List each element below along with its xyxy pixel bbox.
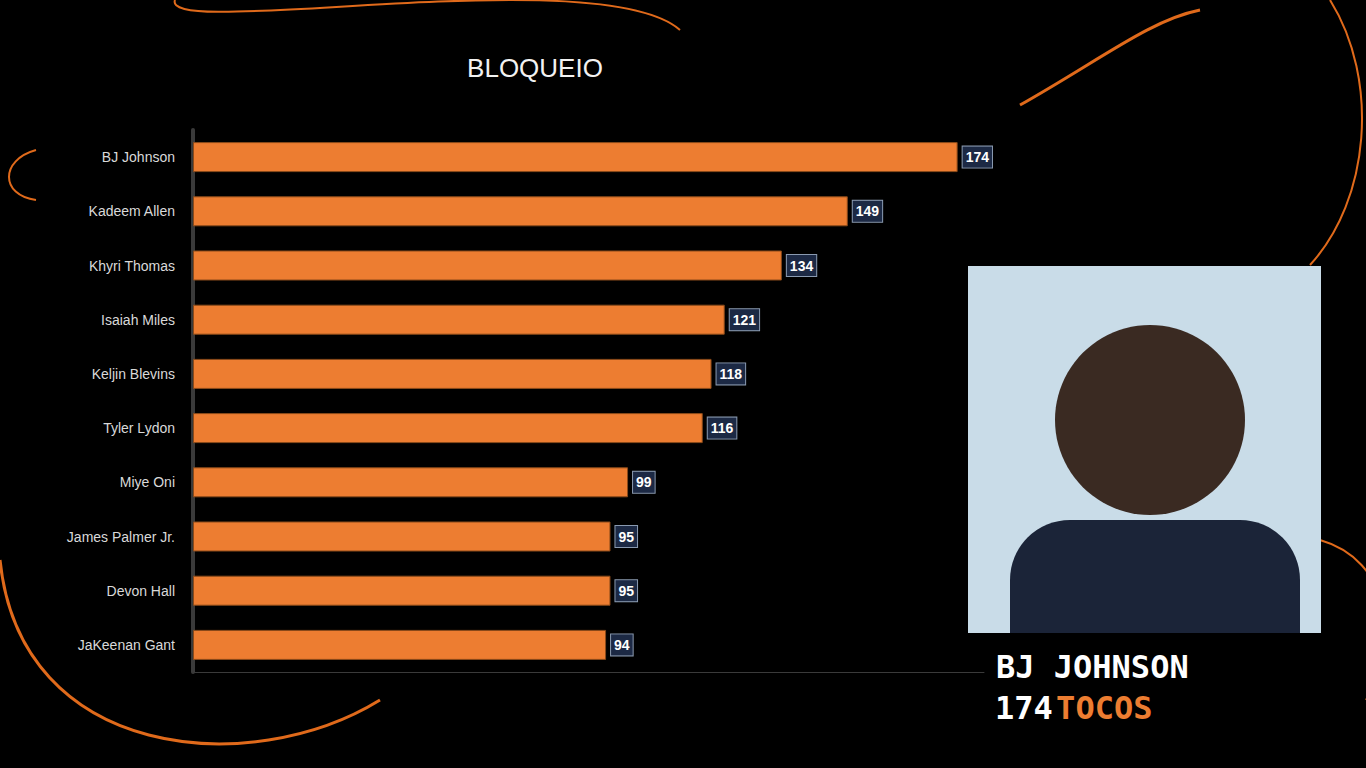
svg-text:174: 174 [995, 689, 1053, 727]
svg-text:James Palmer Jr.: James Palmer Jr. [67, 529, 175, 545]
svg-text:95: 95 [618, 529, 634, 545]
svg-text:JaKeenan Gant: JaKeenan Gant [78, 637, 175, 653]
svg-text:121: 121 [733, 312, 757, 328]
svg-text:Khyri Thomas: Khyri Thomas [89, 258, 175, 274]
svg-text:Kadeem Allen: Kadeem Allen [89, 203, 175, 219]
svg-text:149: 149 [856, 203, 880, 219]
svg-text:BJ JOHNSON: BJ JOHNSON [996, 648, 1189, 686]
svg-text:BJ Johnson: BJ Johnson [102, 149, 175, 165]
svg-text:94: 94 [614, 637, 630, 653]
svg-text:174: 174 [966, 149, 990, 165]
svg-text:BLOQUEIO: BLOQUEIO [467, 53, 603, 83]
svg-text:Isaiah Miles: Isaiah Miles [101, 312, 175, 328]
svg-text:116: 116 [711, 420, 734, 436]
svg-text:Devon Hall: Devon Hall [107, 583, 175, 599]
svg-text:95: 95 [618, 583, 634, 599]
svg-text:99: 99 [636, 474, 652, 490]
svg-text:Miye Oni: Miye Oni [120, 474, 175, 490]
svg-text:Keljin Blevins: Keljin Blevins [92, 366, 175, 382]
svg-text:TOCOS: TOCOS [1056, 689, 1152, 727]
svg-text:118: 118 [720, 366, 743, 382]
svg-text:Tyler Lydon: Tyler Lydon [103, 420, 175, 436]
svg-text:134: 134 [790, 258, 814, 274]
